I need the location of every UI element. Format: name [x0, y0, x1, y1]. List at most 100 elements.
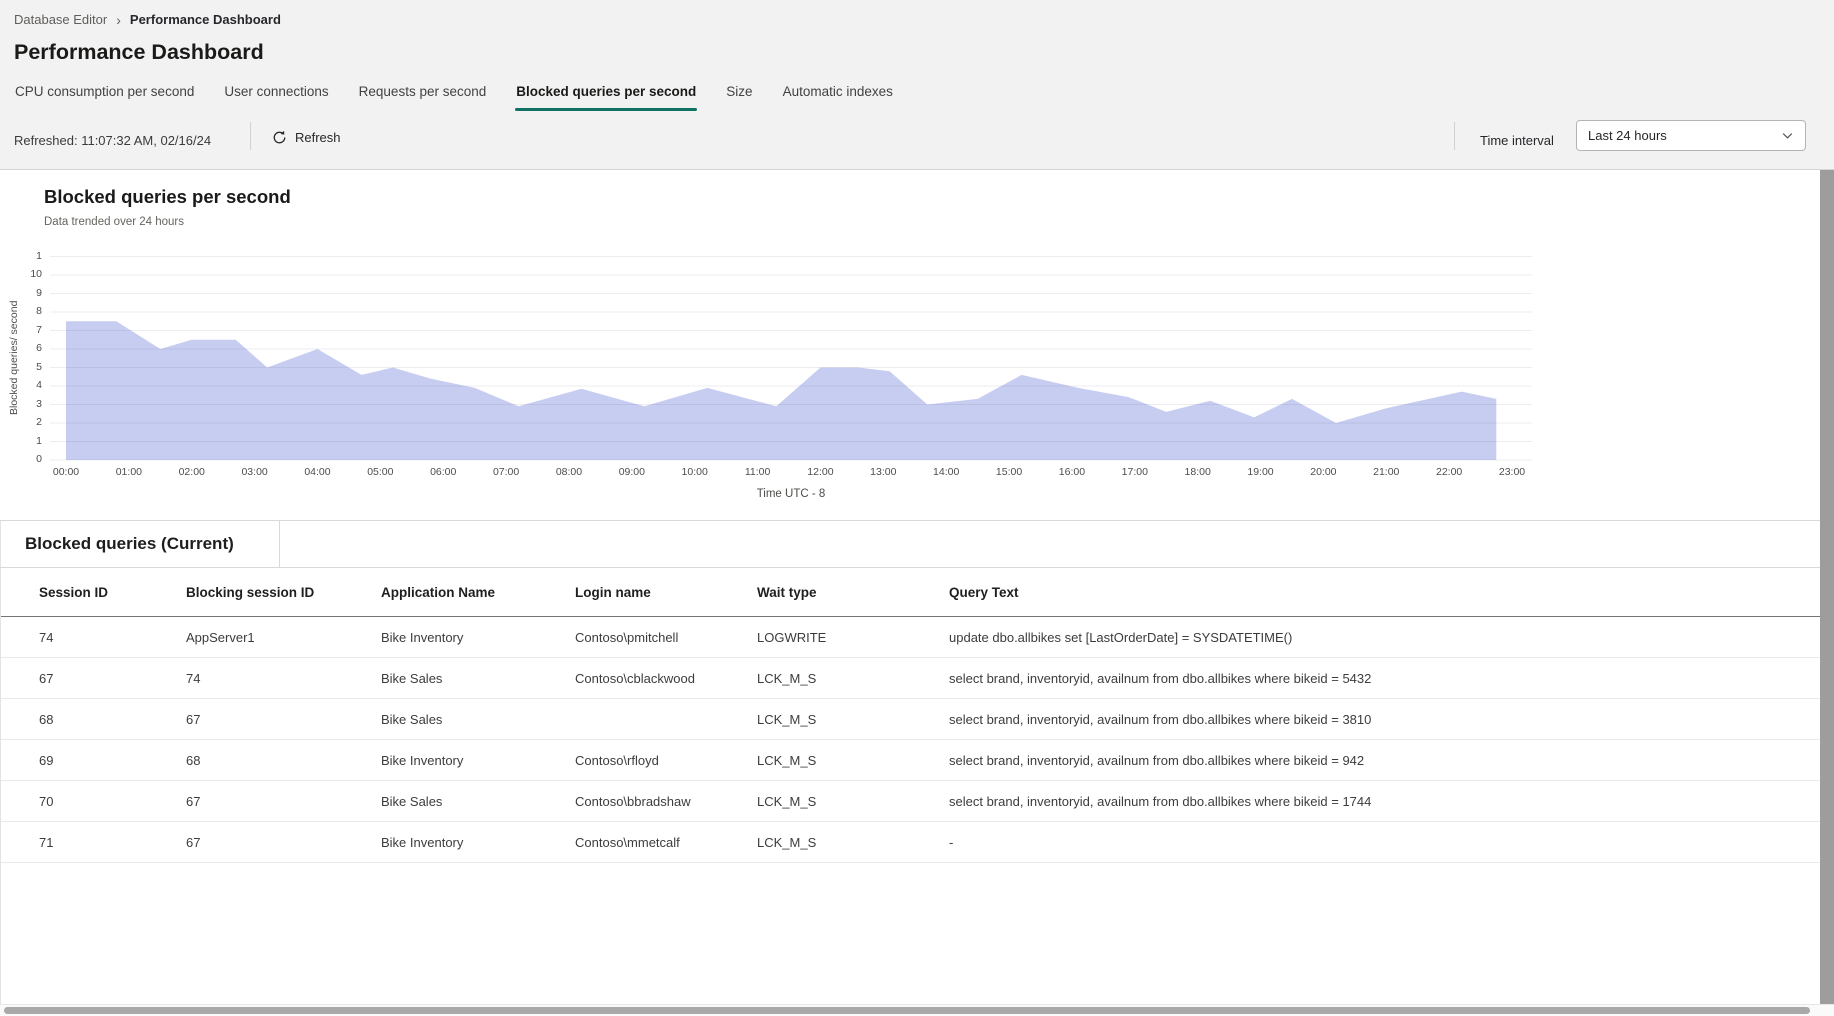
- table-cell: Contoso\pmitchell: [575, 629, 679, 645]
- table-cell: Bike Sales: [381, 711, 443, 727]
- x-tick-label: 18:00: [1184, 466, 1211, 478]
- tab-blocked-queries-current[interactable]: Blocked queries (Current): [0, 521, 280, 567]
- table-cell: update dbo.allbikes set [LastOrderDate] …: [949, 629, 1293, 645]
- x-tick-label: 05:00: [367, 466, 394, 478]
- tab-automatic-indexes[interactable]: Automatic indexes: [782, 82, 894, 111]
- tab-requests-per-second[interactable]: Requests per second: [358, 82, 488, 111]
- table-cell: 71: [39, 834, 54, 850]
- x-tick-label: 14:00: [933, 466, 960, 478]
- refresh-button[interactable]: Refresh: [272, 130, 341, 145]
- tab-label: Blocked queries per second: [516, 84, 697, 99]
- chart-area-series: [66, 321, 1497, 460]
- table-cell: 69: [39, 752, 54, 768]
- column-header-blocking-session-id[interactable]: Blocking session ID: [186, 584, 315, 600]
- table-cell: 68: [39, 711, 54, 727]
- refresh-icon: [273, 130, 286, 144]
- x-tick-label: 04:00: [304, 466, 331, 478]
- table-row[interactable]: 67 74 Bike Sales Contoso\cblackwood LCK_M_S s…: [1, 658, 1820, 699]
- column-header-application-name[interactable]: Application Name: [381, 584, 496, 600]
- table-header-row: Session ID Blocking session ID Application…: [1, 568, 1820, 617]
- x-tick-label: 00:00: [52, 466, 80, 478]
- y-tick-label: 0: [36, 453, 42, 465]
- tab-label: User connections: [224, 84, 329, 99]
- chart-title: Blocked queries per second: [44, 186, 291, 207]
- y-tick-label: 7: [36, 323, 42, 336]
- breadcrumb-item-performance-dashboard[interactable]: Performance Dashboard: [129, 12, 281, 27]
- tab-size[interactable]: Size: [725, 82, 753, 111]
- table-cell: 74: [186, 670, 201, 686]
- table-body: 74 AppServer1 Bike Inventory Contoso\pmitch…: [1, 617, 1820, 863]
- table-cell: 67: [39, 670, 54, 686]
- column-header-login-name[interactable]: Login name: [575, 584, 651, 600]
- x-tick-label: 02:00: [178, 466, 205, 478]
- x-tick-label: 09:00: [618, 466, 645, 478]
- table-row[interactable]: 74 AppServer1 Bike Inventory Contoso\pmitch…: [1, 617, 1820, 658]
- breadcrumb-item-database-editor[interactable]: Database Editor: [14, 12, 108, 27]
- table-cell: AppServer1: [186, 629, 255, 645]
- x-tick-label: 03:00: [241, 466, 268, 478]
- y-tick-label: 1: [36, 249, 42, 262]
- x-tick-label: 23:00: [1498, 466, 1526, 478]
- vertical-scrollbar-thumb[interactable]: [1820, 170, 1834, 1004]
- x-tick-label: 11:00: [744, 466, 771, 478]
- active-tab-underline: [515, 108, 698, 111]
- table-row[interactable]: 69 68 Bike Inventory Contoso\rfloyd LCK_M_S s…: [1, 740, 1820, 781]
- y-tick-label: 1: [36, 434, 42, 447]
- breadcrumb: Database Editor › Performance Dashboard: [14, 12, 281, 27]
- x-tick-label: 13:00: [870, 466, 897, 478]
- table-cell: 70: [39, 793, 54, 809]
- y-tick-label: 5: [36, 360, 42, 373]
- x-tick-label: 07:00: [492, 466, 520, 478]
- refresh-button-label: Refresh: [295, 130, 341, 145]
- x-tick-label: 19:00: [1247, 466, 1274, 478]
- tab-cpu-consumption-per-second[interactable]: CPU consumption per second: [14, 82, 195, 111]
- tab-blocked-queries-per-second[interactable]: Blocked queries per second: [515, 82, 698, 111]
- y-tick-label: 3: [36, 397, 42, 410]
- tab-label: Automatic indexes: [782, 84, 893, 99]
- x-tick-label: 08:00: [555, 466, 583, 478]
- y-tick-label: 8: [36, 305, 42, 317]
- table-cell: LCK_M_S: [757, 670, 817, 686]
- blocked-queries-area-chart: [50, 256, 1532, 461]
- table-cell: -: [949, 834, 954, 850]
- table-cell: Contoso\mmetcalf: [575, 834, 680, 850]
- tab-label: CPU consumption per second: [15, 84, 195, 99]
- column-header-wait-type[interactable]: Wait type: [757, 584, 817, 600]
- y-tick-label: 2: [36, 416, 42, 428]
- table-cell: 67: [186, 834, 201, 850]
- y-tick-label: 6: [36, 342, 42, 354]
- column-header-query-text[interactable]: Query Text: [949, 584, 1019, 600]
- x-tick-label: 12:00: [807, 466, 834, 478]
- vertical-scrollbar[interactable]: [1820, 170, 1834, 1016]
- toolbar-divider: [250, 122, 251, 150]
- table-cell: Contoso\rfloyd: [575, 752, 659, 768]
- table-cell: select brand, inventoryid, availnum from…: [949, 670, 1372, 686]
- horizontal-scrollbar[interactable]: [0, 1004, 1834, 1016]
- table-cell: Bike Sales: [381, 793, 443, 809]
- x-axis-title: Time UTC - 8: [756, 488, 826, 500]
- table-row[interactable]: 71 67 Bike Inventory Contoso\mmetcalf LCK_M_…: [1, 822, 1820, 863]
- table-row[interactable]: 68 67 Bike Sales LCK_M_S select brand, inven…: [1, 699, 1820, 740]
- table-cell: select brand, inventoryid, availnum from…: [949, 793, 1372, 809]
- table-row[interactable]: 70 67 Bike Sales Contoso\bbradshaw LCK_M_S se…: [1, 781, 1820, 822]
- tab-label: Requests per second: [358, 84, 487, 99]
- y-axis-title: Blocked queries/ second: [8, 300, 20, 416]
- x-tick-label: 21:00: [1373, 466, 1400, 478]
- horizontal-scrollbar-thumb[interactable]: [4, 1007, 1810, 1014]
- chart-panel: Blocked queries per second Data trended …: [0, 170, 1820, 520]
- x-tick-label: 06:00: [430, 466, 457, 478]
- column-header-session-id[interactable]: Session ID: [39, 584, 109, 600]
- table-cell: Bike Inventory: [381, 629, 464, 645]
- x-tick-label: 22:00: [1435, 466, 1463, 478]
- tab-user-connections[interactable]: User connections: [223, 82, 329, 111]
- tab-label: Size: [726, 84, 753, 99]
- blocked-queries-table: Session ID Blocking session ID Application…: [0, 568, 1820, 1004]
- table-cell: 68: [186, 752, 201, 768]
- time-interval-dropdown[interactable]: Last 24 hours: [1576, 120, 1806, 151]
- table-cell: LCK_M_S: [757, 834, 817, 850]
- page-title: Performance Dashboard: [14, 40, 264, 64]
- table-cell: select brand, inventoryid, availnum from…: [949, 752, 1365, 768]
- x-tick-label: 15:00: [995, 466, 1023, 478]
- x-tick-label: 17:00: [1121, 466, 1148, 478]
- table-cell: LCK_M_S: [757, 752, 817, 768]
